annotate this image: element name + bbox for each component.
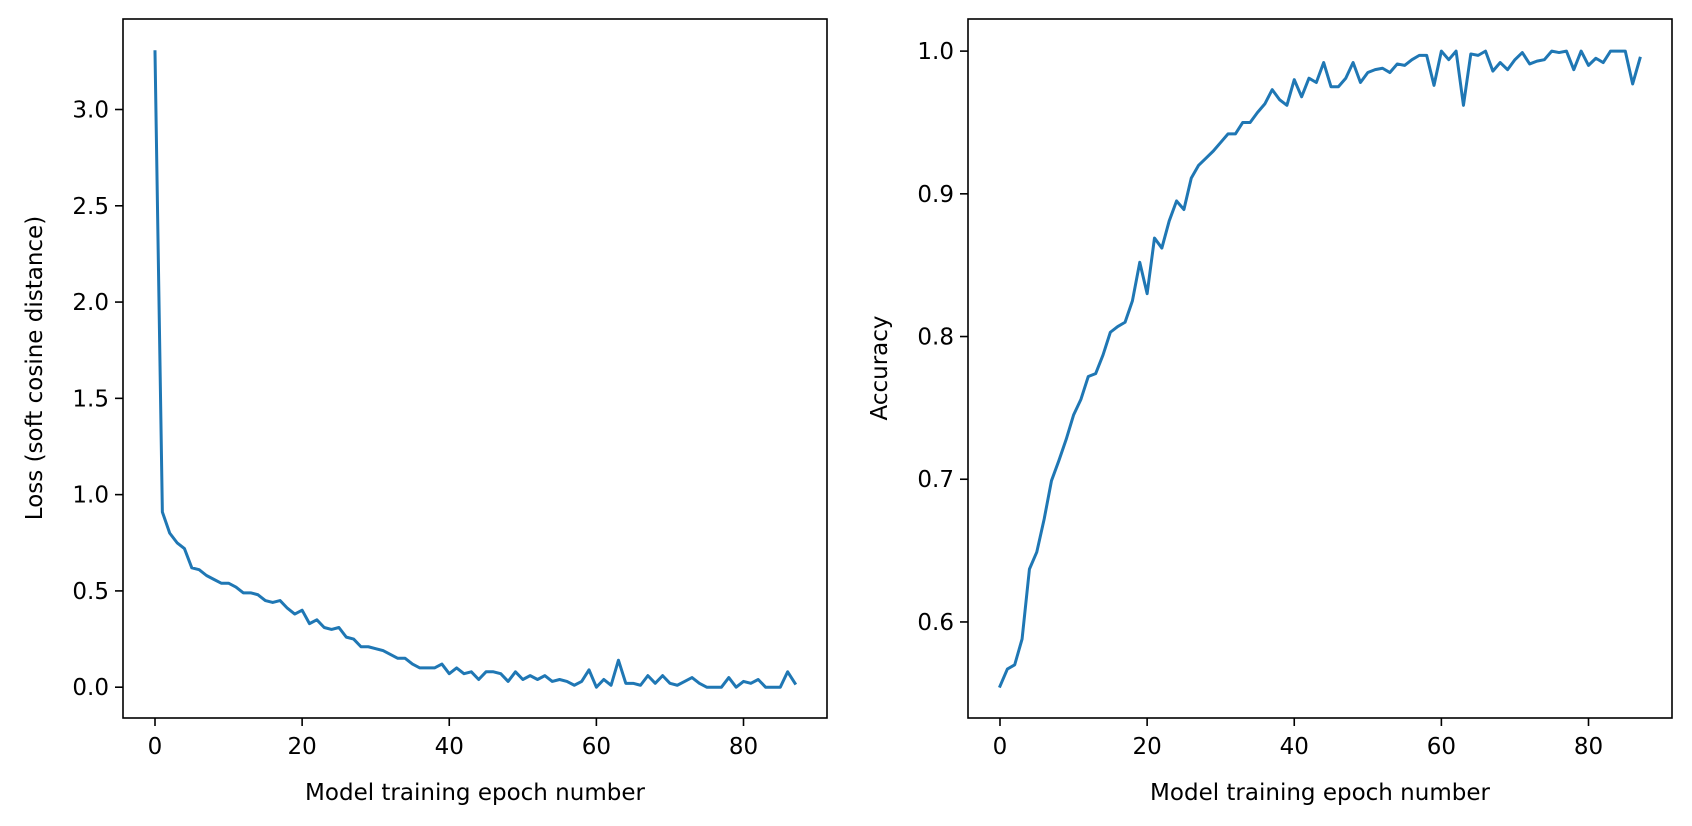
accuracy-plot-frame	[967, 18, 1673, 719]
accuracy-x-tick-label: 40	[1280, 734, 1309, 760]
accuracy-y-tick-label: 0.8	[917, 325, 954, 351]
accuracy-y-axis-label: Accuracy	[867, 315, 893, 420]
loss-chart-panel: 0 20 40 60 80 0.0 0.5 1.0 1.5 2.0 2.5 3.0 Model tr…	[22, 18, 828, 806]
loss-x-axis-label: Model training epoch number	[305, 780, 645, 806]
loss-y-tick-label: 0.5	[72, 579, 109, 605]
accuracy-x-axis-label: Model training epoch number	[1150, 780, 1490, 806]
loss-x-tick-label: 0	[148, 734, 163, 760]
loss-y-axis-label: Loss (soft cosine distance)	[22, 216, 48, 520]
accuracy-y-tick-label: 1.0	[917, 39, 954, 65]
accuracy-chart-panel: 0 20 40 60 80 0.6 0.7 0.8 0.9 1.0 Model training…	[867, 18, 1673, 806]
loss-x-tick-label: 40	[435, 734, 464, 760]
accuracy-y-tick-label: 0.6	[917, 610, 954, 636]
loss-y-tick-label: 1.5	[72, 386, 109, 412]
accuracy-y-tick-label: 0.9	[917, 182, 954, 208]
loss-y-tick-label: 1.0	[72, 483, 109, 509]
accuracy-x-tick-label: 20	[1132, 734, 1161, 760]
accuracy-y-tick-label: 0.7	[917, 467, 954, 493]
loss-x-tick-label: 20	[287, 734, 316, 760]
accuracy-y-ticks: 0.6 0.7 0.8 0.9 1.0	[917, 39, 968, 636]
loss-x-ticks: 0 20 40 60 80	[148, 718, 758, 760]
loss-y-tick-label: 0.0	[72, 675, 109, 701]
loss-y-tick-label: 2.5	[72, 194, 109, 220]
accuracy-series-line	[998, 49, 1642, 689]
accuracy-x-tick-label: 60	[1427, 734, 1456, 760]
loss-x-tick-label: 80	[729, 734, 758, 760]
accuracy-x-tick-label: 80	[1574, 734, 1603, 760]
loss-plot-frame	[122, 18, 828, 719]
loss-y-tick-label: 3.0	[72, 98, 109, 124]
loss-series-line	[153, 50, 798, 689]
loss-x-tick-label: 60	[582, 734, 611, 760]
accuracy-x-tick-label: 0	[993, 734, 1008, 760]
accuracy-x-ticks: 0 20 40 60 80	[993, 718, 1603, 760]
loss-y-tick-label: 2.0	[72, 290, 109, 316]
loss-y-ticks: 0.0 0.5 1.0 1.5 2.0 2.5 3.0	[72, 98, 123, 701]
